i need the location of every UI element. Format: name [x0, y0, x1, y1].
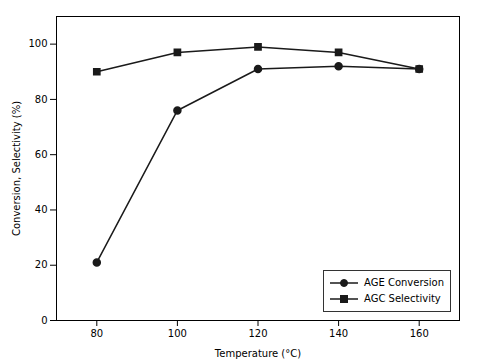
- html-text:AGE Conversion: AGE Conversion: [364, 277, 444, 288]
- svg-text:120: 120: [248, 328, 267, 339]
- svg-text:80: 80: [35, 94, 48, 105]
- svg-text:80: 80: [90, 328, 103, 339]
- svg-text:60: 60: [35, 149, 48, 160]
- svg-text:100: 100: [28, 38, 47, 49]
- svg-text:0: 0: [41, 315, 47, 326]
- svg-text:40: 40: [35, 204, 48, 215]
- svg-text:140: 140: [329, 328, 348, 339]
- svg-text:Temperature (°C): Temperature (°C): [214, 348, 301, 359]
- svg-text:Conversion, Selectivity (%): Conversion, Selectivity (%): [11, 101, 22, 236]
- svg-text:160: 160: [410, 328, 429, 339]
- svg-text:20: 20: [35, 259, 48, 270]
- html-text:AGC Selectivity: AGC Selectivity: [364, 293, 441, 304]
- svg-text:100: 100: [168, 328, 187, 339]
